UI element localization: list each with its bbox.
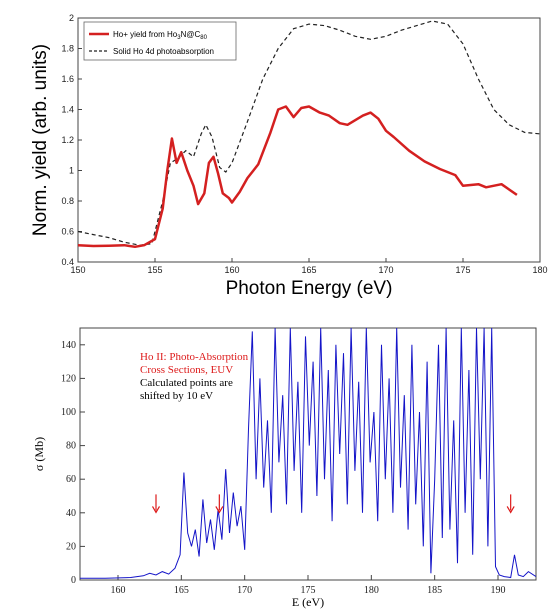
bottom-y-tick-label: 40 bbox=[66, 508, 76, 519]
bottom-annotation-note-line1: Calculated points are bbox=[140, 377, 233, 389]
bottom-y-tick-label: 60 bbox=[66, 474, 76, 485]
bottom-x-tick-label: 170 bbox=[237, 585, 252, 596]
top-y-tick-label: 1 bbox=[69, 166, 74, 176]
bottom-x-tick-label: 165 bbox=[174, 585, 189, 596]
top-legend: Ho+ yield from Ho3N@C80 Solid Ho 4d phot… bbox=[83, 21, 237, 61]
top-x-axis-label: Photon Energy (eV) bbox=[226, 278, 393, 299]
bottom-y-tick-label: 0 bbox=[71, 575, 76, 586]
bottom-x-tick-label: 175 bbox=[301, 585, 316, 596]
top-x-tick-label: 155 bbox=[147, 265, 162, 275]
top-chart: 150 155 160 165 170 175 180 0.4 0.6 0.8 1 1.2 1.4 1.6… bbox=[30, 13, 548, 299]
bottom-x-tick-label: 185 bbox=[427, 585, 442, 596]
top-y-tick-label: 1.2 bbox=[61, 135, 74, 145]
bottom-y-tick-label: 20 bbox=[66, 541, 76, 552]
bottom-y-tick-label: 80 bbox=[66, 441, 76, 452]
top-y-tick-label: 0.6 bbox=[61, 227, 74, 237]
top-y-tick-label: 1.8 bbox=[61, 44, 74, 54]
bottom-x-tick-label: 180 bbox=[364, 585, 379, 596]
bottom-y-tick-label: 120 bbox=[61, 373, 76, 384]
top-y-tick-label: 0.8 bbox=[61, 196, 74, 206]
bottom-ticks: 160 165 170 175 180 185 190 0 20 40 60 80 100 120 140 bbox=[61, 340, 506, 596]
bottom-x-tick-label: 160 bbox=[111, 585, 126, 596]
bottom-x-tick-label: 190 bbox=[491, 585, 506, 596]
top-x-tick-label: 150 bbox=[70, 265, 85, 275]
down-arrow-icon bbox=[215, 494, 224, 514]
top-series bbox=[77, 20, 541, 249]
top-y-tick-label: 1.6 bbox=[61, 74, 74, 84]
top-x-tick-label: 165 bbox=[301, 265, 316, 275]
bottom-annotation-title-line1: Ho II: Photo-Absorption bbox=[140, 351, 249, 363]
bottom-y-tick-label: 140 bbox=[61, 340, 76, 351]
top-y-tick-label: 0.4 bbox=[61, 257, 74, 267]
top-x-tick-label: 180 bbox=[532, 265, 547, 275]
down-arrow-icon bbox=[151, 494, 161, 514]
bottom-arrows bbox=[151, 494, 515, 514]
bottom-series bbox=[80, 328, 536, 579]
top-plot-area: 150 155 160 165 170 175 180 0.4 0.6 0.8 1 1.2 1.4 1.6… bbox=[61, 13, 547, 275]
bottom-annotation-bg bbox=[137, 347, 243, 401]
top-legend-box bbox=[83, 21, 237, 61]
top-x-tick-label: 170 bbox=[378, 265, 393, 275]
top-series-ho-yield-line bbox=[77, 105, 518, 249]
top-y-tick-label: 1.4 bbox=[61, 105, 74, 115]
top-y-axis-label: Norm. yield (arb. units) bbox=[30, 44, 51, 236]
top-legend-label-ho-yield: Ho+ yield from Ho3N@C80 bbox=[113, 30, 208, 41]
bottom-annotation: Ho II: Photo-Absorption Cross Sections, … bbox=[137, 347, 249, 402]
top-y-tick-label: 2 bbox=[69, 13, 74, 23]
bottom-y-axis-label: σ (Mb) bbox=[32, 437, 46, 471]
top-x-tick-label: 160 bbox=[224, 265, 239, 275]
bottom-x-axis-label: E (eV) bbox=[292, 595, 324, 609]
bottom-chart: 160 165 170 175 180 185 190020406080100120140 … bbox=[32, 327, 537, 609]
bottom-annotation-title-line2: Cross Sections, EUV bbox=[140, 364, 233, 376]
bottom-annotation-note-line2: shifted by 10 eV bbox=[140, 390, 213, 402]
bottom-y-tick-label: 100 bbox=[61, 407, 76, 418]
top-legend-label-solid-ho: Solid Ho 4d photoabsorption bbox=[113, 47, 214, 56]
top-x-tick-label: 175 bbox=[455, 265, 470, 275]
bottom-plot-area: 160 165 170 175 180 185 190 0 20 40 60 80 100 120 140 bbox=[61, 327, 537, 596]
down-arrow-icon bbox=[506, 494, 515, 514]
bottom-series-line bbox=[80, 328, 536, 579]
